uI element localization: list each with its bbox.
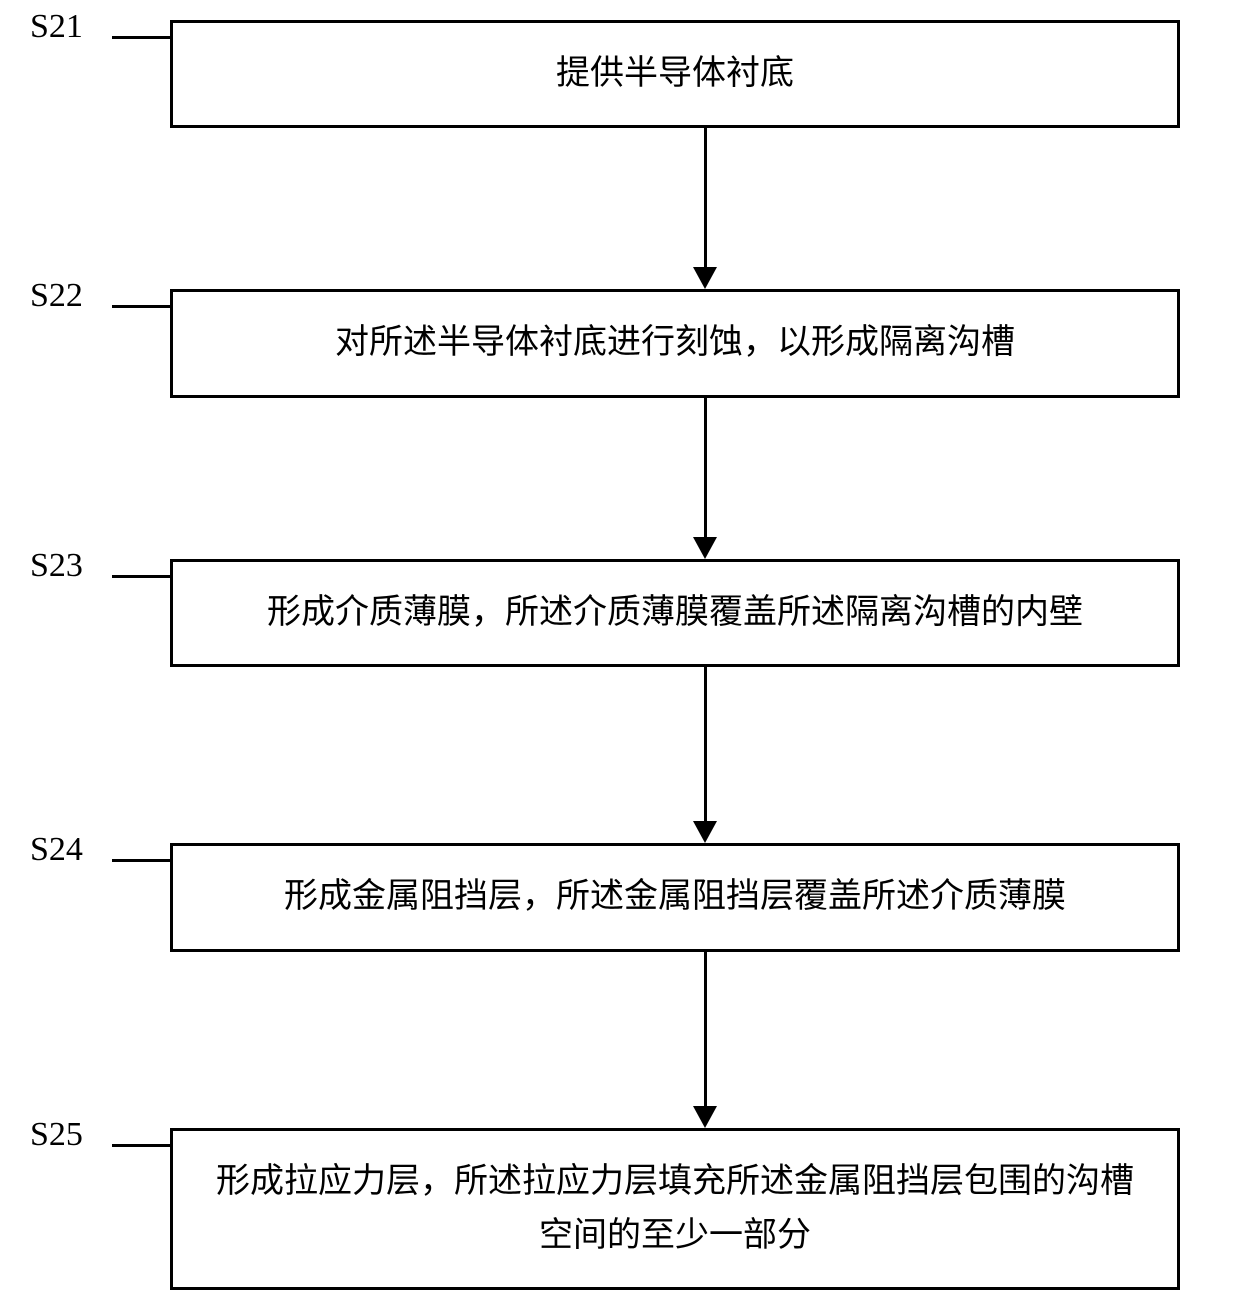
- step-row-s25: S25 形成拉应力层，所述拉应力层填充所述金属阻挡层包围的沟槽空间的至少一部分: [0, 1128, 1240, 1291]
- step-box-s22: 对所述半导体衬底进行刻蚀，以形成隔离沟槽: [170, 289, 1180, 397]
- arrow-line-s24: [704, 952, 707, 1107]
- arrow-head-icon: [693, 1106, 717, 1128]
- connector-s23: [112, 575, 170, 578]
- step-text-s22: 对所述半导体衬底进行刻蚀，以形成隔离沟槽: [335, 316, 1015, 370]
- arrow-line-s23: [704, 667, 707, 822]
- step-text-s21: 提供半导体衬底: [556, 47, 794, 101]
- connector-s24: [112, 859, 170, 862]
- arrow-head-icon: [693, 267, 717, 289]
- flowchart-container: S21 提供半导体衬底 S22 对所述半导体衬底进行刻蚀，以形成隔离沟槽 S23: [0, 20, 1240, 1290]
- arrow-head-icon: [693, 537, 717, 559]
- step-text-s23: 形成介质薄膜，所述介质薄膜覆盖所述隔离沟槽的内壁: [267, 586, 1083, 640]
- step-box-s21: 提供半导体衬底: [170, 20, 1180, 128]
- step-box-s24: 形成金属阻挡层，所述金属阻挡层覆盖所述介质薄膜: [170, 843, 1180, 951]
- step-label-s25: S25: [30, 1116, 83, 1154]
- arrow-s22: [200, 398, 1210, 559]
- step-box-s25: 形成拉应力层，所述拉应力层填充所述金属阻挡层包围的沟槽空间的至少一部分: [170, 1128, 1180, 1291]
- step-text-s24: 形成金属阻挡层，所述金属阻挡层覆盖所述介质薄膜: [284, 870, 1066, 924]
- step-label-s22: S22: [30, 277, 83, 315]
- step-wrapper-s21: S21 提供半导体衬底: [0, 20, 1240, 289]
- step-wrapper-s22: S22 对所述半导体衬底进行刻蚀，以形成隔离沟槽: [0, 289, 1240, 558]
- step-row-s23: S23 形成介质薄膜，所述介质薄膜覆盖所述隔离沟槽的内壁: [0, 559, 1240, 667]
- step-label-s21: S21: [30, 8, 83, 46]
- arrow-s23: [200, 667, 1210, 843]
- step-row-s21: S21 提供半导体衬底: [0, 20, 1240, 128]
- arrow-s21: [200, 128, 1210, 289]
- step-wrapper-s23: S23 形成介质薄膜，所述介质薄膜覆盖所述隔离沟槽的内壁: [0, 559, 1240, 843]
- step-label-s24: S24: [30, 831, 83, 869]
- step-text-s25: 形成拉应力层，所述拉应力层填充所述金属阻挡层包围的沟槽空间的至少一部分: [203, 1155, 1147, 1264]
- step-row-s22: S22 对所述半导体衬底进行刻蚀，以形成隔离沟槽: [0, 289, 1240, 397]
- arrow-line-s21: [704, 128, 707, 268]
- step-box-s23: 形成介质薄膜，所述介质薄膜覆盖所述隔离沟槽的内壁: [170, 559, 1180, 667]
- connector-s21: [112, 36, 170, 39]
- arrow-s24: [200, 952, 1210, 1128]
- step-row-s24: S24 形成金属阻挡层，所述金属阻挡层覆盖所述介质薄膜: [0, 843, 1240, 951]
- arrow-head-icon: [693, 821, 717, 843]
- step-wrapper-s25: S25 形成拉应力层，所述拉应力层填充所述金属阻挡层包围的沟槽空间的至少一部分: [0, 1128, 1240, 1291]
- connector-s22: [112, 305, 170, 308]
- arrow-line-s22: [704, 398, 707, 538]
- connector-s25: [112, 1144, 170, 1147]
- step-label-s23: S23: [30, 547, 83, 585]
- step-wrapper-s24: S24 形成金属阻挡层，所述金属阻挡层覆盖所述介质薄膜: [0, 843, 1240, 1127]
